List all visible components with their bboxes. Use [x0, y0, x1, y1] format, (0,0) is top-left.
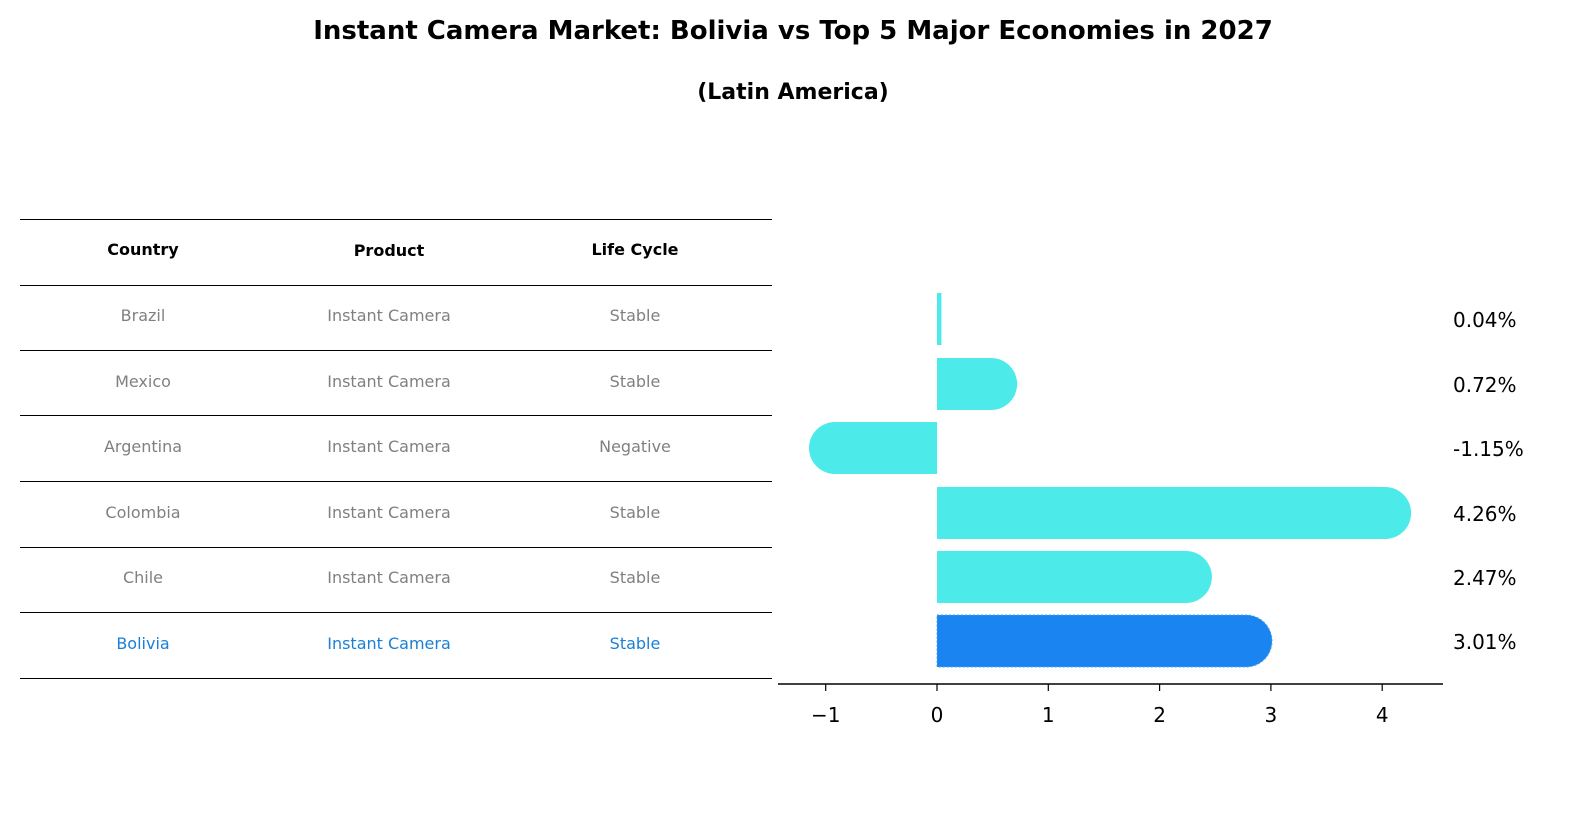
cell-product: Instant Camera: [327, 634, 451, 653]
x-tick-label: 4: [1376, 703, 1389, 727]
table-rule: [20, 612, 772, 613]
cell-product: Instant Camera: [327, 568, 451, 587]
cell-life-cycle: Stable: [609, 568, 661, 587]
value-label: 2.47%: [1453, 566, 1517, 590]
cell-life-cycle: Stable: [609, 503, 661, 522]
header-country: Country: [107, 240, 179, 259]
bar: [937, 293, 942, 345]
cell-country: Brazil: [120, 306, 166, 325]
cell-country: Chile: [122, 568, 164, 587]
table-rule: [20, 219, 772, 220]
cell-country: Argentina: [103, 437, 183, 456]
cell-life-cycle: Stable: [609, 306, 661, 325]
table-rule: [20, 285, 772, 286]
bar: [937, 487, 1412, 539]
cell-life-cycle: Negative: [599, 437, 671, 456]
x-tick-label: 1: [1042, 703, 1055, 727]
table-rule: [20, 678, 772, 679]
value-labels: 0.04% 0.72% -1.15% 4.26% 2.47% 3.01%: [1453, 308, 1524, 654]
cell-product: Instant Camera: [327, 437, 451, 456]
chart-subtitle: (Latin America): [697, 80, 889, 105]
cell-product: Instant Camera: [327, 306, 451, 325]
bar: [809, 422, 937, 474]
header-life-cycle: Life Cycle: [591, 240, 679, 259]
bar-highlighted: [936, 614, 1273, 668]
cell-country: Mexico: [115, 372, 171, 391]
table-rule: [20, 547, 772, 548]
x-tick-label: −1: [811, 703, 840, 727]
bars: [809, 293, 1412, 668]
value-label: 4.26%: [1453, 502, 1517, 526]
header-product: Product: [353, 241, 425, 260]
x-tick-label: 3: [1265, 703, 1278, 727]
x-tick-label: 2: [1153, 703, 1166, 727]
value-label: 3.01%: [1453, 630, 1517, 654]
value-label: -1.15%: [1453, 437, 1524, 461]
bar: [937, 358, 1018, 410]
cell-product: Instant Camera: [327, 503, 451, 522]
cell-country: Colombia: [105, 503, 181, 522]
table-rule: [20, 350, 772, 351]
x-tick-label: 0: [931, 703, 944, 727]
bar: [937, 551, 1212, 603]
table-rule: [20, 415, 772, 416]
x-axis-ticks: −1 0 1 2 3 4: [811, 684, 1389, 727]
cell-country: Bolivia: [116, 634, 170, 653]
chart-title: Instant Camera Market: Bolivia vs Top 5 …: [313, 16, 1273, 46]
cell-product: Instant Camera: [327, 372, 451, 391]
table-rule: [20, 481, 772, 482]
cell-life-cycle: Stable: [609, 634, 661, 653]
value-label: 0.04%: [1453, 308, 1517, 332]
cell-life-cycle: Stable: [609, 372, 661, 391]
value-label: 0.72%: [1453, 373, 1517, 397]
